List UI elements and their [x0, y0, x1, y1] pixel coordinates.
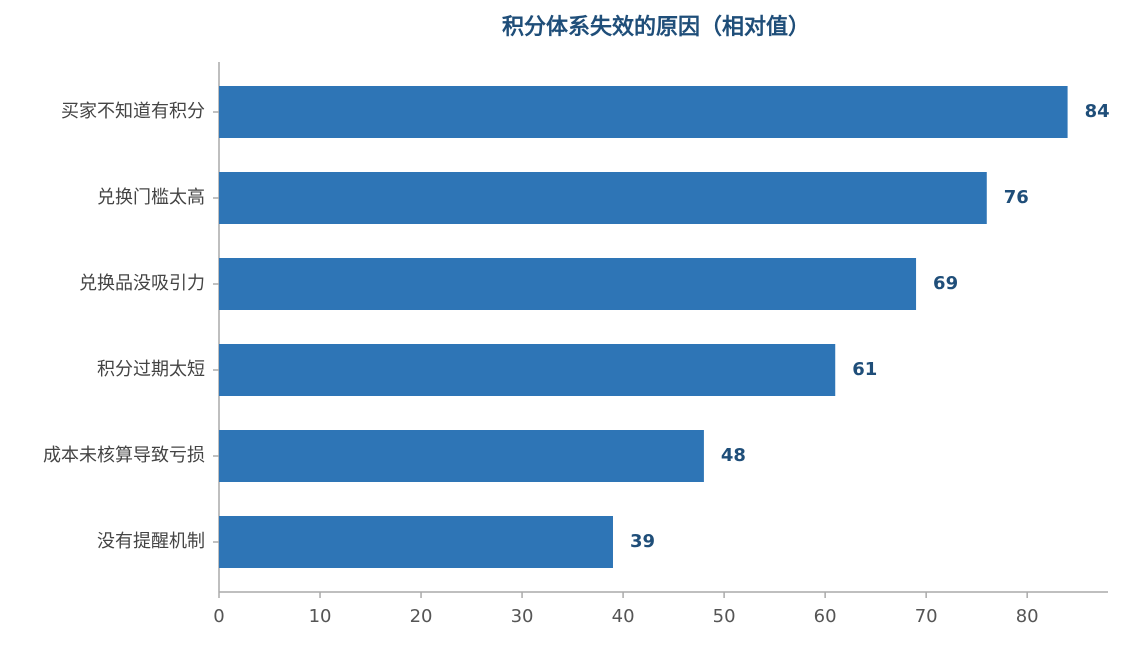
- y-tick-label: 没有提醒机制: [97, 531, 205, 552]
- x-tick-label: 40: [612, 606, 635, 627]
- x-tick-label: 70: [915, 606, 938, 627]
- value-label: 69: [933, 273, 958, 294]
- y-tick-label: 兑换品没吸引力: [79, 273, 205, 294]
- bar: [219, 430, 704, 482]
- x-tick-label: 60: [814, 606, 837, 627]
- y-tick-label: 买家不知道有积分: [61, 101, 205, 122]
- value-label: 61: [852, 359, 877, 380]
- x-tick-label: 50: [713, 606, 736, 627]
- bar: [219, 516, 613, 568]
- y-tick-label: 积分过期太短: [97, 359, 205, 380]
- value-label: 48: [721, 445, 746, 466]
- bar: [219, 258, 917, 310]
- bar: [219, 86, 1068, 138]
- x-tick-label: 0: [213, 606, 224, 627]
- y-tick-label: 兑换门槛太高: [97, 187, 205, 208]
- value-label: 39: [630, 531, 655, 552]
- x-tick-label: 20: [410, 606, 433, 627]
- x-tick-label: 80: [1016, 606, 1039, 627]
- chart-title: 积分体系失效的原因（相对值）: [502, 14, 810, 40]
- value-label: 76: [1004, 187, 1029, 208]
- bar: [219, 344, 836, 396]
- value-label: 84: [1085, 101, 1110, 122]
- x-tick-label: 30: [511, 606, 534, 627]
- x-tick-label: 10: [309, 606, 332, 627]
- bar: [219, 172, 987, 224]
- y-tick-label: 成本未核算导致亏损: [43, 445, 205, 466]
